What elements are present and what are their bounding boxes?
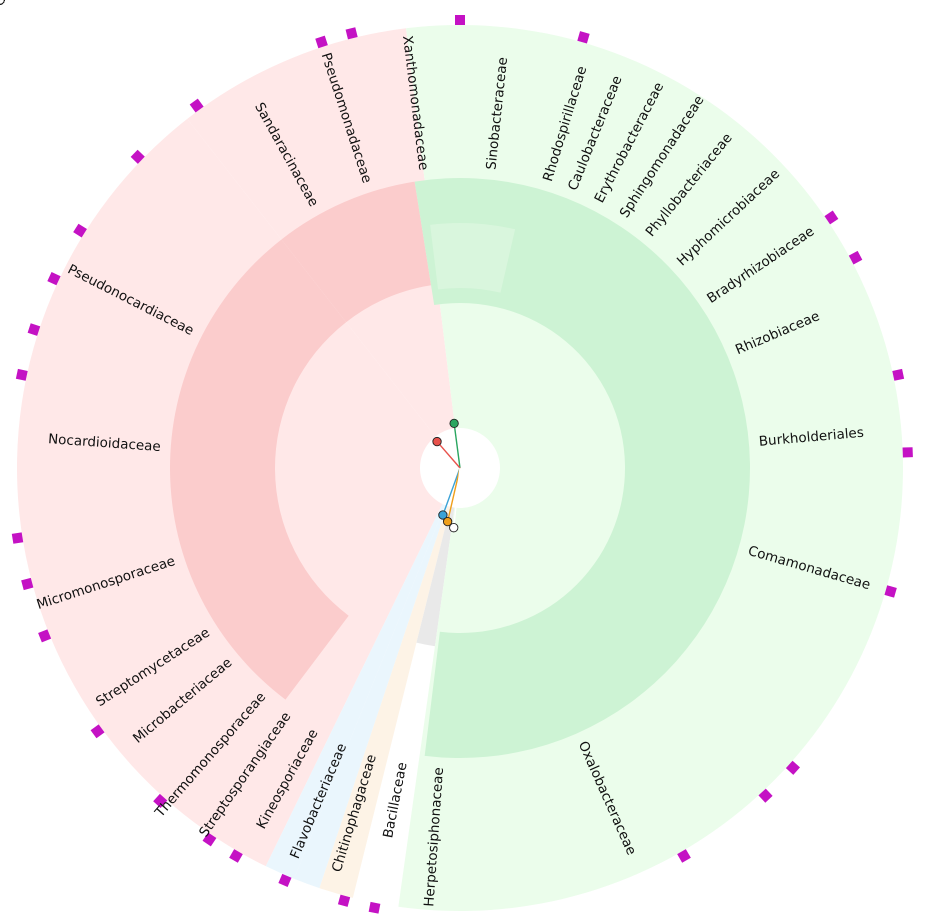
marker: [368, 901, 381, 914]
family-label: Nocardioidaceae: [48, 431, 162, 455]
marker: [848, 250, 863, 265]
marker-square: [892, 368, 905, 381]
marker: [21, 577, 34, 591]
marker-square: [337, 894, 351, 907]
marker-square: [153, 793, 168, 808]
bacillaceae-sector: [319, 505, 451, 898]
marker: [202, 832, 217, 847]
marker-square: [315, 35, 328, 49]
marker-square: [21, 577, 34, 591]
marker: [38, 629, 52, 643]
marker: [130, 149, 145, 164]
proteobacteria-band: [414, 178, 750, 758]
marker-square: [38, 629, 52, 643]
leaf-node: [0, 0, 5, 5]
marker: [73, 223, 87, 238]
marker-square: [758, 788, 773, 803]
marker-square: [130, 149, 145, 164]
internal-node: [432, 436, 442, 447]
internal-node: [442, 516, 453, 527]
marker-square: [368, 901, 381, 914]
marker: [47, 272, 61, 286]
marker-square: [884, 585, 897, 598]
marker: [785, 760, 800, 775]
marker-square: [278, 873, 292, 887]
internal-node: [449, 418, 459, 429]
actinobacteria-band: [281, 181, 432, 323]
internal-node: [438, 510, 448, 520]
marker: [455, 15, 465, 25]
marker-square: [455, 15, 465, 25]
family-bands: [170, 178, 750, 758]
flavobacteriaceae-sector: [265, 503, 446, 879]
marker-square: [202, 832, 217, 847]
marker-square: [47, 272, 61, 286]
marker: [15, 368, 28, 381]
family-label: Bacillaceae: [380, 761, 410, 839]
marker-square: [27, 323, 41, 336]
marker: [11, 532, 24, 544]
marker: [824, 210, 839, 225]
branch: [442, 467, 461, 516]
outer-markers: [11, 15, 913, 914]
marker: [278, 873, 292, 887]
marker: [758, 788, 773, 803]
marker-square: [229, 849, 243, 863]
marker: [337, 894, 351, 907]
internal-node: [449, 523, 459, 533]
marker: [153, 793, 168, 808]
marker-square: [902, 447, 913, 458]
marker: [189, 98, 204, 113]
marker: [892, 368, 905, 381]
herpetosiphonaceae-sector: [416, 506, 455, 647]
tree-nodes: [0, 0, 459, 533]
marker: [884, 585, 897, 598]
marker: [677, 849, 691, 863]
marker-square: [73, 223, 87, 238]
marker-square: [677, 849, 691, 863]
marker: [902, 447, 913, 458]
actinobacteria-band: [170, 239, 349, 700]
tree-branches: [0, 0, 461, 528]
marker-square: [15, 368, 28, 381]
marker: [315, 35, 328, 49]
marker-square: [11, 532, 24, 544]
marker-square: [577, 31, 590, 44]
proteobacteria-subband: [430, 222, 516, 293]
marker: [345, 27, 358, 40]
marker-square: [824, 210, 839, 225]
marker-square: [785, 760, 800, 775]
branch: [436, 441, 461, 469]
marker-square: [90, 724, 105, 739]
branch: [453, 467, 461, 528]
marker: [577, 31, 590, 44]
branch: [446, 467, 461, 522]
branch: [453, 423, 461, 469]
marker: [27, 323, 41, 336]
marker-square: [189, 98, 204, 113]
marker-square: [848, 250, 863, 265]
chitinophagaceae-sector: [294, 505, 448, 889]
marker: [229, 849, 243, 863]
marker: [90, 724, 105, 739]
marker-square: [345, 27, 358, 40]
